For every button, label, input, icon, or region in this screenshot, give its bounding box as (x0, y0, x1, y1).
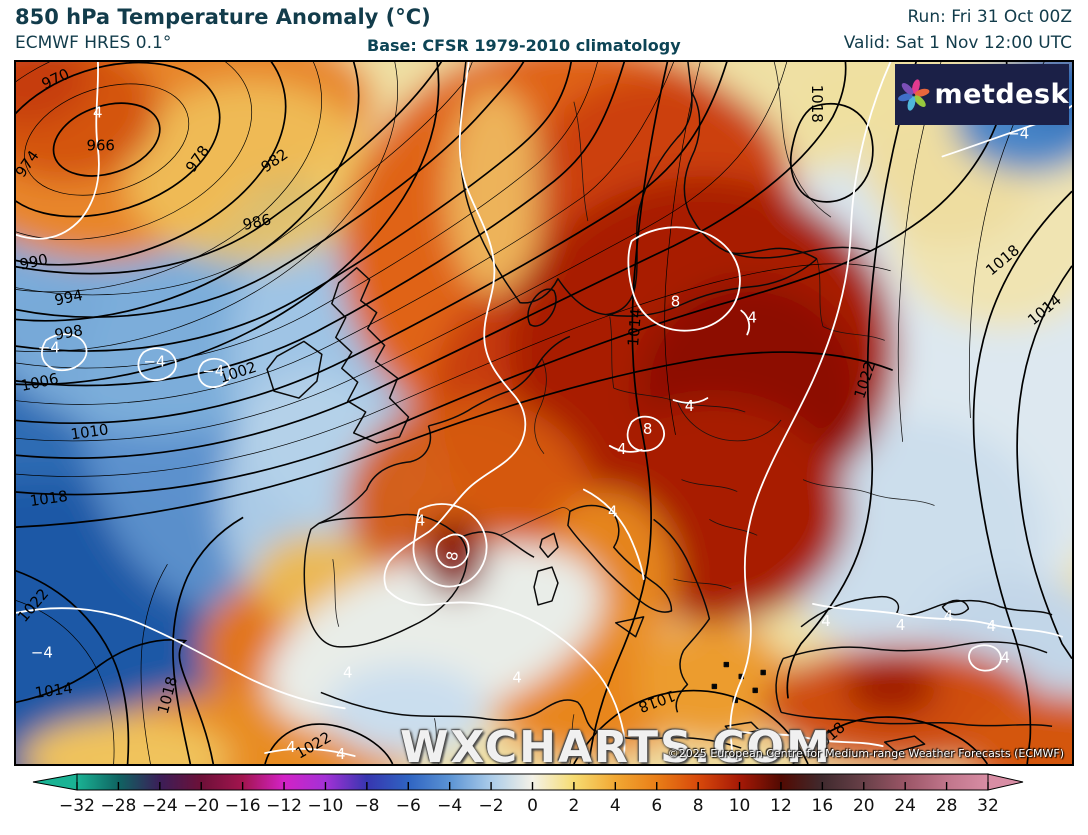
colorbar-tick-label: 4 (610, 796, 621, 816)
isobar-label: 986 (241, 210, 273, 234)
isobar-label: 1018 (808, 85, 826, 123)
logo-petal (912, 78, 920, 94)
anomaly-contours (16, 62, 1072, 764)
anomaly-label: 8 (671, 293, 680, 311)
anomaly-label: 4 (821, 612, 830, 630)
isobar-label: 966 (86, 137, 114, 155)
colorbar-tick-label: −24 (142, 796, 178, 816)
colorbar-tick-label: 10 (729, 796, 751, 816)
colorbar-tick-label: 24 (894, 796, 916, 816)
colorbar-tick-label: 16 (812, 796, 834, 816)
wxcharts-watermark: WXCHARTS.COM (400, 722, 832, 766)
anomaly-label: −4 (1007, 125, 1029, 143)
colorbar-tick-label: −16 (225, 796, 261, 816)
climatology-base-label: Base: CFSR 1979-2010 climatology (367, 36, 681, 55)
logo-petal (914, 94, 926, 107)
anomaly-field (16, 62, 1072, 764)
anomaly-label: −4 (31, 644, 53, 662)
colorbar-tick-label: −8 (354, 796, 379, 816)
colorbar-tick-label: −32 (59, 796, 95, 816)
map-canvas: 970 966 974 978 982 986 990 994 998 1002 1006 1010 1… (14, 60, 1074, 766)
logo-petal (901, 82, 914, 95)
anomaly-label: 4 (1001, 649, 1010, 667)
colorbar-tick-label: −20 (183, 796, 219, 816)
logo-petal (914, 88, 930, 97)
anomaly-label: 4 (747, 309, 756, 327)
colorbar-tick-label: 32 (977, 796, 999, 816)
colorbar-left-arrow (32, 773, 78, 791)
anomaly-label: 4 (416, 511, 425, 529)
logo-petal (898, 92, 913, 101)
model-subtitle: ECMWF HRES 0.1° (15, 33, 172, 53)
anomaly-label: 4 (512, 668, 521, 686)
valid-time-label: Valid: Sat 1 Nov 12:00 UTC (843, 33, 1072, 53)
metdesk-logo: metdesk (895, 64, 1069, 125)
anomaly-label: −4 (143, 352, 165, 370)
anomaly-label: 4 (343, 664, 352, 682)
anomaly-label: 4 (93, 104, 102, 122)
anomaly-label: 4 (617, 440, 626, 458)
isobar-label: 998 (53, 321, 84, 344)
anomaly-label: 8 (443, 550, 462, 562)
metdesk-logo-text: metdesk (934, 79, 1069, 110)
anomaly-label: 4 (608, 502, 617, 520)
colorbar-tick-label: 28 (936, 796, 958, 816)
colorbar-tick-label: 0 (527, 796, 538, 816)
isobar-label: 1010 (70, 420, 110, 443)
isobar-label: 994 (53, 286, 85, 310)
anomaly-label: 8 (643, 420, 652, 438)
anomaly-label: 4 (751, 726, 760, 744)
colorbar: −32 −28 −24 −20 −16 −12 −10 −8 −6 −4 −2 0 2 4 6 8 10 12 16… (14, 769, 1074, 831)
anomaly-label: 4 (896, 616, 905, 634)
colorbar-right-arrow (987, 773, 1024, 791)
colorbar-svg: −32 −28 −24 −20 −16 −12 −10 −8 −6 −4 −2 0 2 4 6 8 10 12 16… (32, 773, 1024, 816)
colorbar-tick-label: 6 (651, 796, 662, 816)
colorbar-tick-label: −28 (100, 796, 136, 816)
isobar-label: 1014 (624, 308, 645, 347)
run-time-label: Run: Fri 31 Oct 00Z (907, 7, 1073, 27)
colorbar-tick-label: −2 (479, 796, 504, 816)
anomaly-label: −4 (202, 362, 224, 380)
copyright-text: ©2025 European Centre for Medium-range W… (667, 747, 1064, 760)
colorbar-tick-label: 8 (693, 796, 704, 816)
isobar-label: 990 (18, 250, 50, 274)
colorbar-tick-label: −6 (396, 796, 421, 816)
colorbar-tick-label: −12 (266, 796, 302, 816)
anomaly-label: 4 (685, 397, 694, 415)
anomaly-label: 4 (944, 607, 953, 625)
metdesk-pinwheel-icon (898, 78, 930, 111)
page-title: 850 hPa Temperature Anomaly (°C) (15, 5, 431, 29)
anomaly-label: −4 (38, 338, 60, 356)
anomaly-label: 4 (286, 738, 295, 756)
isobar-label: 1018 (29, 487, 69, 510)
anomaly-label: 4 (336, 745, 345, 763)
colorbar-tick-label: 2 (568, 796, 579, 816)
logo-petal (907, 95, 916, 111)
colorbar-tick-label: −4 (437, 796, 462, 816)
colorbar-tick-label: 20 (853, 796, 875, 816)
anomaly-label: 4 (987, 617, 996, 635)
isobar-label: 1014 (34, 679, 74, 702)
isobars (16, 62, 1072, 764)
colorbar-tick-label: 12 (770, 796, 792, 816)
colorbar-tick-label: −10 (308, 796, 344, 816)
